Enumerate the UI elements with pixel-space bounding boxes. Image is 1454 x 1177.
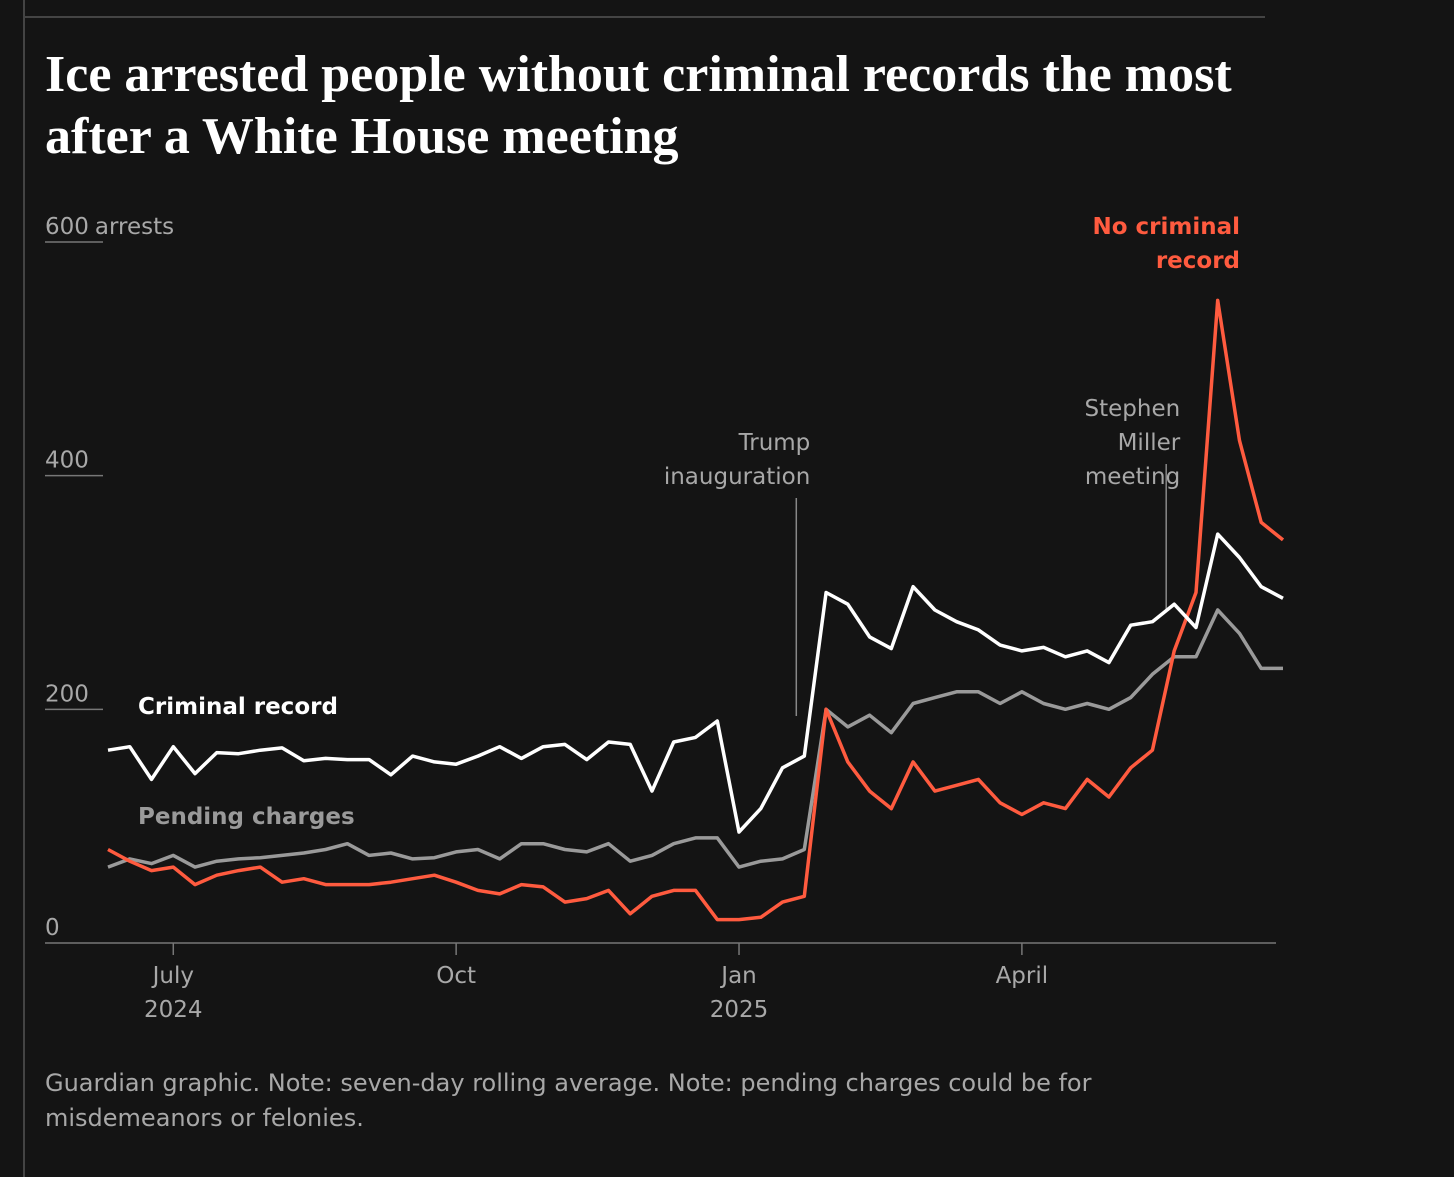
series-line (107, 298, 1285, 922)
footnote: Guardian graphic. Note: seven-day rollin… (45, 1069, 1092, 1132)
y-axis-unit: arrests (95, 214, 174, 240)
y-tick-label: 200 (45, 681, 89, 707)
chart-title: Ice arrested people without criminal rec… (45, 46, 1232, 165)
annotation-label: Stephen Miller meeting (1084, 396, 1181, 490)
x-tick-label: Oct (436, 963, 477, 989)
series-line (107, 532, 1284, 834)
y-tick-label: 0 (45, 915, 60, 941)
series-label: Pending charges (138, 804, 355, 830)
y-tick-label: 400 (45, 448, 89, 474)
annotation-label: Trump inauguration (663, 430, 811, 490)
series-label: Criminal record (138, 694, 338, 720)
x-tick-label: April (995, 963, 1049, 989)
series-label: No criminal record (1092, 214, 1240, 274)
x-tick-label: July 2024 (143, 963, 203, 1023)
y-tick-label: 600 (45, 214, 89, 240)
series-line (107, 608, 1283, 869)
x-tick-label: Jan 2025 (709, 963, 769, 1023)
